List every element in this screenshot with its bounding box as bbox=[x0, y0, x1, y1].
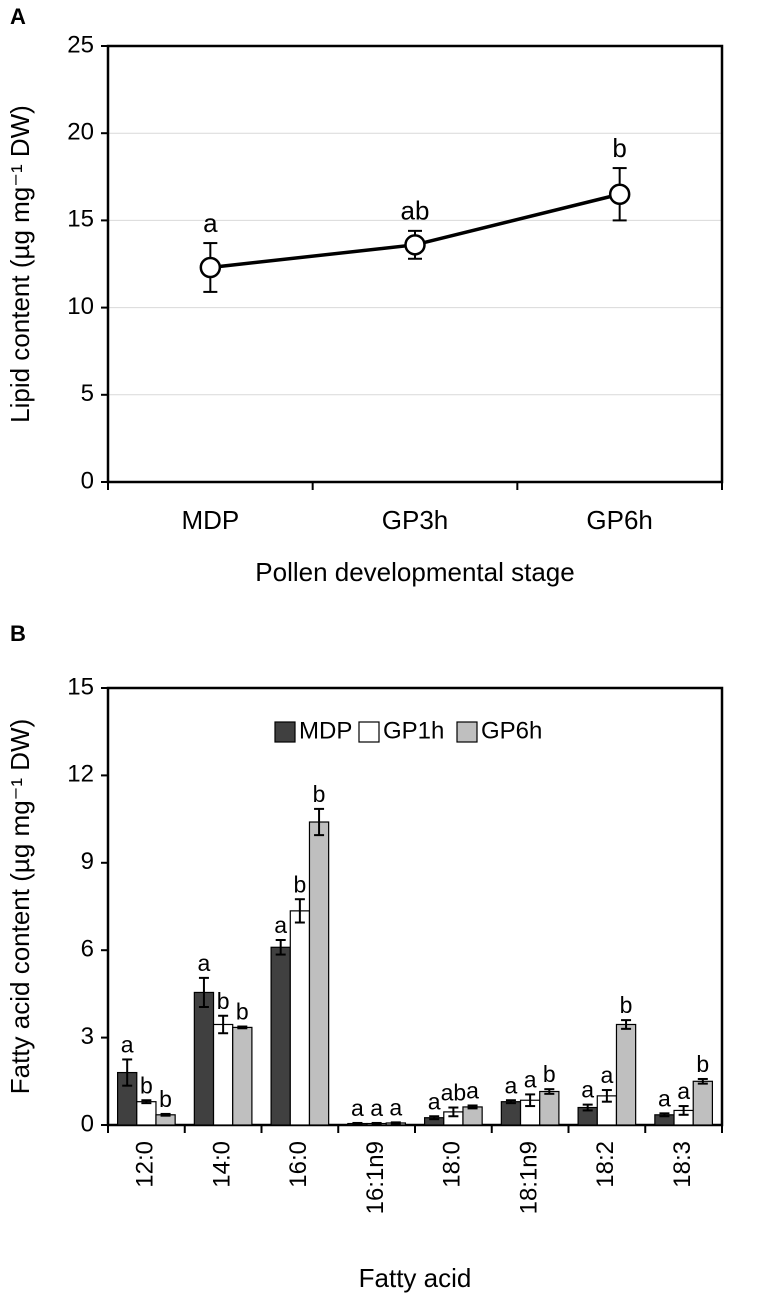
bar bbox=[212, 1023, 234, 1126]
y-tick-label: 15 bbox=[67, 673, 94, 700]
x-axis-title: Pollen developmental stage bbox=[255, 557, 574, 587]
y-tick-label: 0 bbox=[81, 467, 94, 494]
x-tick-label: GP6h bbox=[586, 505, 653, 535]
y-tick-label: 6 bbox=[81, 936, 94, 963]
annotation: a bbox=[274, 912, 287, 938]
annotation: b bbox=[236, 999, 249, 1025]
y-tick-label: 12 bbox=[67, 761, 94, 788]
annotation: a bbox=[428, 1088, 441, 1114]
bar bbox=[615, 1023, 637, 1126]
x-tick-label: 18:3 bbox=[669, 1141, 696, 1188]
annotation: a bbox=[198, 950, 211, 976]
annotation: a bbox=[466, 1078, 479, 1104]
legend-label: GP6h bbox=[481, 717, 542, 744]
y-tick-label: 3 bbox=[81, 1023, 94, 1050]
y-tick-label: 0 bbox=[81, 1110, 94, 1137]
annotation: a bbox=[524, 1066, 537, 1092]
data-point bbox=[608, 183, 631, 205]
annotation: a bbox=[351, 1095, 364, 1121]
y-tick-label: 10 bbox=[67, 293, 94, 320]
plot-frame bbox=[106, 44, 724, 484]
annotation: a bbox=[389, 1094, 402, 1120]
annotation: b bbox=[543, 1061, 556, 1087]
annotation: a bbox=[203, 208, 218, 238]
bar bbox=[193, 991, 215, 1126]
annotation: b bbox=[696, 1051, 709, 1077]
annotation: a bbox=[658, 1085, 671, 1111]
annotation: a bbox=[370, 1095, 383, 1121]
data-point bbox=[404, 234, 426, 256]
annotation: b bbox=[159, 1086, 172, 1112]
annotation: b bbox=[217, 988, 230, 1014]
panel-label: A bbox=[10, 4, 26, 29]
bar bbox=[539, 1090, 560, 1126]
y-axis-title: Fatty acid content (µg mg⁻¹ DW) bbox=[5, 719, 35, 1094]
annotation: a bbox=[600, 1062, 613, 1088]
annotation: b bbox=[293, 871, 306, 897]
annotation: b bbox=[620, 992, 633, 1018]
y-axis-title: Lipid content (µg mg⁻¹ DW) bbox=[5, 105, 35, 423]
y-tick-label: 25 bbox=[67, 31, 94, 58]
y-tick-label: 5 bbox=[81, 380, 94, 407]
x-tick-label: 18:1n9 bbox=[515, 1141, 542, 1214]
x-tick-label: 14:0 bbox=[208, 1141, 235, 1188]
x-axis-title: Fatty acid bbox=[359, 1263, 472, 1293]
bar bbox=[136, 1101, 157, 1126]
y-tick-label: 15 bbox=[67, 206, 94, 233]
annotation: a bbox=[505, 1072, 518, 1098]
annotation: a bbox=[677, 1078, 690, 1104]
x-tick-label: 12:0 bbox=[132, 1141, 159, 1188]
bar bbox=[289, 910, 311, 1126]
bar bbox=[462, 1106, 483, 1126]
x-tick-label: 16:0 bbox=[285, 1141, 312, 1188]
y-tick-label: 20 bbox=[67, 119, 94, 146]
panel-label: B bbox=[10, 621, 26, 646]
x-tick-label: 18:2 bbox=[592, 1141, 619, 1188]
legend-swatch bbox=[358, 721, 380, 743]
bar bbox=[308, 821, 330, 1126]
legend-label: GP1h bbox=[383, 717, 444, 744]
bar bbox=[692, 1080, 714, 1126]
annotation: b bbox=[140, 1072, 153, 1098]
legend-swatch bbox=[456, 721, 478, 743]
x-tick-label: 16:1n9 bbox=[362, 1141, 389, 1214]
annotation: a bbox=[581, 1077, 594, 1103]
bar bbox=[232, 1026, 253, 1126]
x-tick-label: MDP bbox=[181, 505, 239, 535]
data-point bbox=[199, 256, 222, 279]
annotation: ab bbox=[441, 1080, 467, 1106]
y-tick-label: 9 bbox=[81, 848, 94, 875]
legend-label: MDP bbox=[299, 717, 352, 744]
bar bbox=[500, 1101, 522, 1126]
annotation: b bbox=[612, 133, 626, 163]
annotation: a bbox=[121, 1032, 134, 1058]
bar bbox=[270, 946, 291, 1126]
legend-swatch bbox=[274, 721, 296, 743]
x-tick-label: 18:0 bbox=[439, 1141, 466, 1188]
x-tick-label: GP3h bbox=[382, 505, 449, 535]
annotation: b bbox=[313, 781, 326, 807]
annotation: ab bbox=[401, 196, 430, 226]
